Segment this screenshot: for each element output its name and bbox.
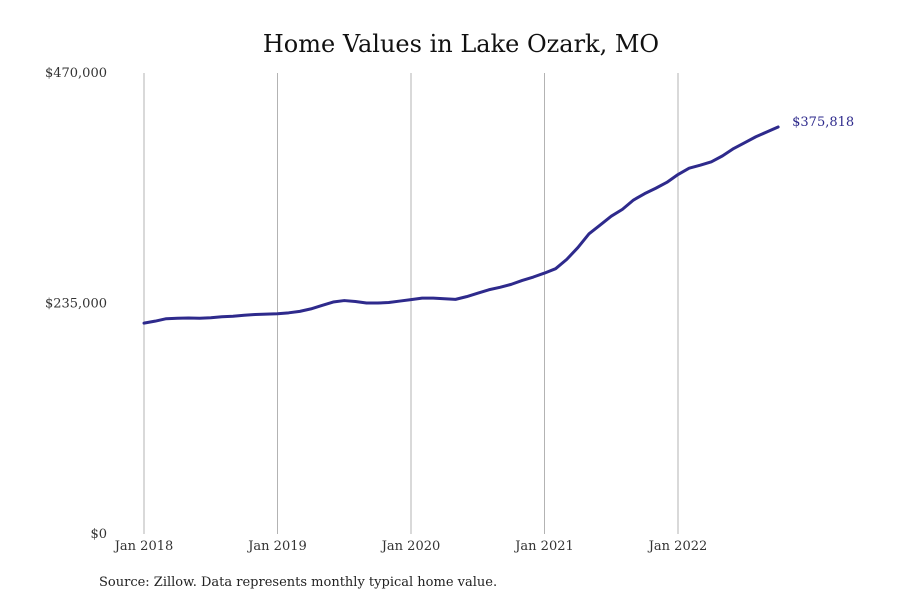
x-tick-label: Jan 2020 [380,539,441,554]
home-value-line [142,125,780,325]
y-tick-label: $470,000 [45,66,107,81]
x-axis-tick-labels: Jan 2018 Jan 2019 Jan 2020 Jan 2021 Jan 2022 [113,539,708,554]
x-tick-label: Jan 2021 [513,539,574,554]
y-tick-label: $235,000 [45,297,107,312]
chart-title: Home Values in Lake Ozark, MO [263,30,659,58]
latest-value-label: $375,818 [792,115,854,130]
y-axis-tick-labels: $470,000 $235,000 $0 [45,66,107,542]
x-tick-label: Jan 2022 [647,539,708,554]
source-note: Source: Zillow. Data represents monthly … [99,575,497,590]
y-tick-label: $0 [90,527,107,542]
x-tick-label: Jan 2019 [246,539,307,554]
x-tick-label: Jan 2018 [113,539,174,554]
gridlines [143,73,679,534]
